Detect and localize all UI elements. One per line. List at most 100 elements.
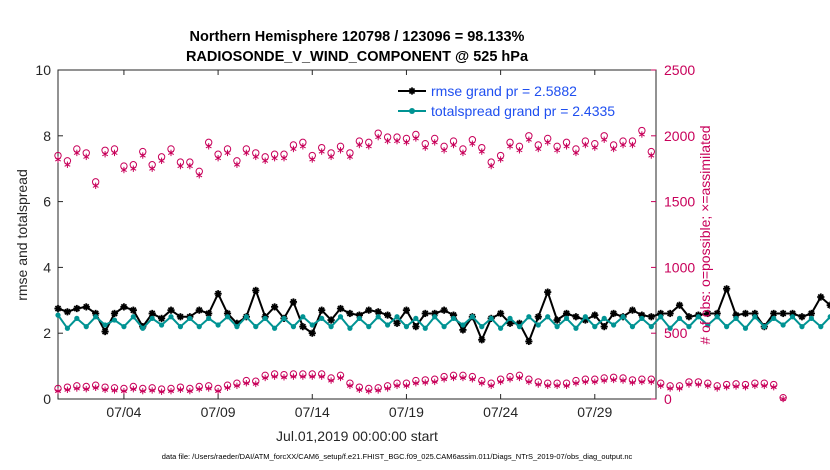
data-point-totalspread (573, 325, 579, 331)
legend: rmse grand pr = 2.5882 totalspread grand… (393, 82, 645, 122)
data-point-assimilated (582, 141, 589, 149)
data-point-assimilated (177, 162, 184, 170)
data-point-totalspread (563, 315, 570, 321)
data-point-totalspread (592, 324, 598, 330)
data-point-totalspread (450, 315, 457, 321)
data-point-assimilated (130, 385, 137, 393)
data-point-assimilated (497, 156, 504, 163)
x-tick-label: 07/29 (577, 404, 612, 420)
data-point-totalspread (206, 315, 212, 321)
series-line-rmse-grand-pr-2-5882 (57, 285, 830, 344)
data-point-assimilated (130, 165, 137, 172)
x-tick-label: 07/24 (483, 404, 518, 420)
data-point-totalspread (535, 322, 541, 328)
data-point-assimilated (535, 381, 542, 388)
data-point-assimilated (657, 382, 664, 390)
data-point-assimilated (525, 378, 532, 386)
data-point-totalspread (516, 324, 523, 330)
data-point-assimilated (685, 381, 692, 388)
y-right-tick-labels: 0 500 1000 1500 2000 2500 (664, 62, 695, 407)
data-point-assimilated (111, 387, 118, 394)
y-right-tick-label: 2500 (664, 62, 695, 78)
data-point-totalspread (620, 314, 626, 320)
data-point-totalspread (733, 315, 739, 321)
data-point-assimilated (610, 376, 617, 384)
data-point-assimilated (243, 380, 250, 387)
data-point-assimilated (92, 182, 99, 190)
data-point-assimilated (233, 382, 240, 390)
data-point-assimilated (572, 380, 579, 387)
data-point-rmse (101, 327, 109, 336)
data-point-assimilated (54, 156, 62, 163)
data-point-assimilated (167, 387, 175, 395)
data-point-rmse (318, 306, 326, 314)
data-point-assimilated (290, 373, 297, 380)
data-point-rmse (384, 311, 392, 319)
data-point-assimilated (516, 374, 523, 382)
data-point-assimilated (215, 154, 222, 162)
data-point-rmse (826, 301, 830, 309)
data-point-assimilated (280, 154, 288, 162)
data-point-assimilated (64, 386, 71, 393)
data-point-rmse (82, 303, 90, 311)
data-point-rmse (157, 314, 166, 322)
data-point-assimilated (384, 385, 391, 392)
data-point-assimilated (469, 376, 476, 383)
data-point-totalspread (337, 314, 344, 320)
data-point-assimilated (497, 378, 504, 386)
data-point-totalspread (780, 322, 786, 328)
data-point-rmse (129, 306, 137, 314)
footer-data-file: data file: /Users/raeder/DAI/ATM_forcXX/… (162, 452, 633, 461)
data-point-rmse (205, 309, 213, 318)
data-point-assimilated (186, 162, 193, 170)
data-point-totalspread (385, 322, 391, 328)
data-point-rmse (167, 306, 175, 314)
data-point-assimilated (102, 151, 109, 158)
data-point-assimilated (563, 382, 570, 390)
legend-box (393, 82, 645, 122)
data-point-assimilated (507, 143, 514, 150)
data-point-totalspread (441, 324, 447, 330)
data-point-assimilated (243, 149, 250, 157)
data-point-assimilated (582, 378, 589, 386)
data-point-totalspread (356, 315, 362, 321)
data-point-assimilated (638, 131, 645, 138)
data-point-rmse (497, 309, 505, 318)
data-point-assimilated (469, 140, 476, 147)
data-point-totalspread (705, 322, 711, 328)
data-point-assimilated (459, 374, 466, 382)
data-point-assimilated (459, 149, 466, 157)
data-point-rmse (553, 316, 561, 324)
data-point-assimilated (196, 385, 203, 393)
y-right-tick-label: 2000 (664, 128, 695, 144)
data-point-assimilated (638, 378, 645, 386)
data-point-rmse (402, 306, 411, 314)
data-point-assimilated (318, 373, 325, 380)
data-point-rmse (346, 309, 354, 318)
data-point-assimilated (422, 379, 429, 386)
data-point-totalspread (262, 315, 268, 321)
legend-rmse-label: rmse grand pr = 2.5882 (431, 83, 577, 99)
data-point-totalspread (752, 314, 758, 320)
data-point-assimilated (196, 172, 203, 179)
data-point-rmse (412, 323, 420, 331)
data-point-assimilated (328, 377, 335, 384)
y-tick-label: 2 (43, 325, 51, 341)
data-point-assimilated (120, 387, 127, 395)
data-point-assimilated (770, 383, 777, 391)
data-point-totalspread (658, 314, 664, 320)
data-point-assimilated (73, 385, 80, 392)
data-point-totalspread (319, 315, 325, 321)
data-point-totalspread (93, 314, 99, 320)
data-point-totalspread (488, 315, 494, 321)
data-point-rmse (289, 298, 298, 306)
data-point-assimilated (591, 144, 598, 151)
data-point-assimilated (158, 388, 165, 395)
y-tick-label: 4 (43, 259, 51, 275)
data-point-rmse (336, 304, 345, 313)
data-point-assimilated (233, 161, 240, 168)
data-point-rmse (270, 303, 279, 311)
data-point-assimilated (488, 382, 495, 390)
series-line-totalspread-grand-pr-2-4335 (57, 314, 830, 330)
data-point-totalspread (507, 315, 513, 321)
